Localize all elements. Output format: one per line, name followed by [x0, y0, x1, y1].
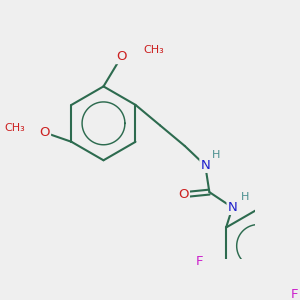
Text: CH₃: CH₃	[143, 46, 164, 56]
Text: O: O	[116, 50, 127, 63]
Text: F: F	[196, 255, 203, 268]
Text: O: O	[40, 126, 50, 139]
Text: O: O	[178, 188, 189, 201]
Text: N: N	[200, 159, 210, 172]
Text: F: F	[290, 288, 298, 300]
Text: N: N	[228, 201, 237, 214]
Text: H: H	[241, 192, 250, 202]
Text: H: H	[212, 150, 221, 160]
Text: CH₃: CH₃	[4, 124, 25, 134]
